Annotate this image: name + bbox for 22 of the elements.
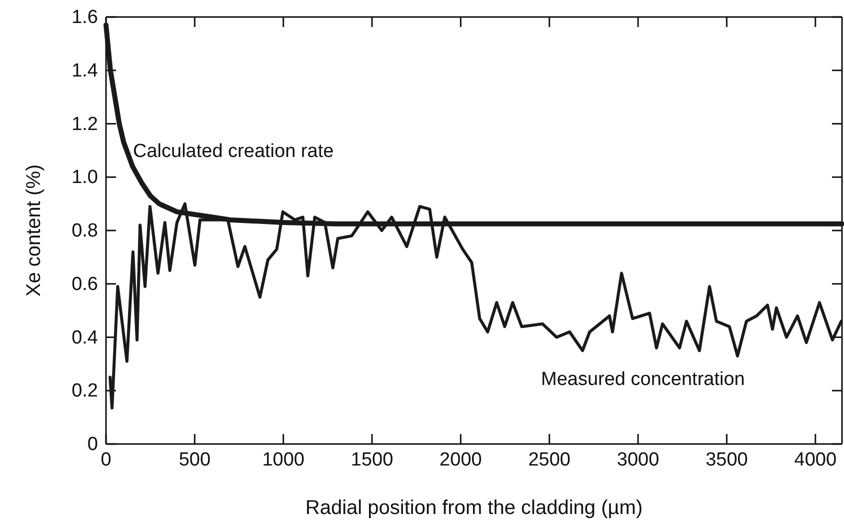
- x-tick-label: 3000: [616, 449, 660, 470]
- annotation: Measured concentration: [541, 369, 745, 390]
- x-tick-label: 500: [178, 449, 211, 470]
- x-axis-title: Radial position from the cladding (µm): [305, 497, 643, 519]
- x-tick-label: 2000: [440, 449, 482, 470]
- x-tick-label: 4000: [794, 449, 837, 470]
- y-tick-label: 1.4: [72, 60, 98, 82]
- y-tick-label: 0.8: [72, 220, 98, 242]
- y-tick-label: 0: [87, 434, 98, 456]
- y-tick-label: 1.6: [72, 7, 98, 28]
- y-tick-label: 1.0: [72, 167, 98, 188]
- x-tick-label: 1000: [262, 449, 304, 470]
- x-tick-label: 2500: [528, 449, 571, 470]
- x-tick-label: 0: [100, 449, 112, 470]
- y-tick-label: 0.6: [72, 274, 98, 295]
- x-tick-label: 1500: [350, 449, 394, 470]
- y-tick-label: 0.2: [72, 380, 98, 402]
- x-tick-label: 3500: [706, 449, 748, 470]
- y-tick-label: 1.2: [72, 114, 98, 135]
- y-axis-title: Xe content (%): [23, 164, 45, 297]
- y-tick-label: 0.4: [72, 327, 98, 348]
- annotation: Calculated creation rate: [133, 141, 334, 162]
